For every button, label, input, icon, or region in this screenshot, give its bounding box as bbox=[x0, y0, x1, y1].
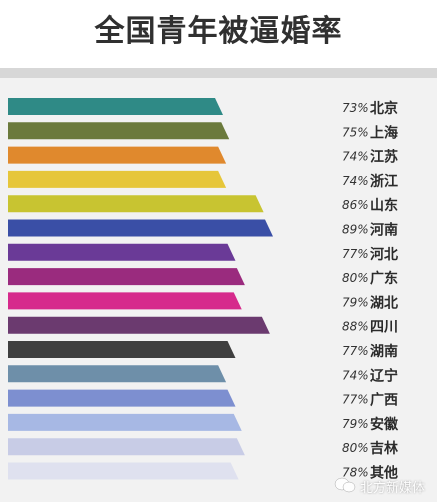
value-label: 86% bbox=[342, 198, 369, 212]
value-label: 74% bbox=[342, 174, 369, 188]
value-label: 80% bbox=[342, 441, 369, 455]
category-label: 浙江 bbox=[370, 173, 398, 190]
category-label: 上海 bbox=[370, 124, 398, 141]
category-label: 江苏 bbox=[370, 149, 398, 166]
category-label: 辽宁 bbox=[370, 367, 398, 384]
bar-上海 bbox=[8, 122, 230, 140]
header: 全国青年被逼婚率 bbox=[0, 0, 437, 68]
category-label: 广东 bbox=[370, 270, 398, 287]
value-label: 80% bbox=[342, 271, 369, 285]
category-label: 河北 bbox=[370, 246, 398, 263]
bar-山东 bbox=[8, 195, 264, 213]
bar-其他 bbox=[8, 462, 239, 480]
value-label: 75% bbox=[342, 125, 369, 139]
bar-河北 bbox=[8, 243, 236, 261]
category-label: 北京 bbox=[370, 100, 398, 117]
category-label: 河南 bbox=[370, 222, 398, 239]
bar-广西 bbox=[8, 389, 236, 407]
category-label: 四川 bbox=[370, 320, 398, 336]
category-label: 湖北 bbox=[370, 295, 398, 311]
bar-湖南 bbox=[8, 341, 236, 358]
category-label: 吉林 bbox=[370, 440, 398, 457]
category-label: 山东 bbox=[370, 197, 398, 214]
value-label: 77% bbox=[342, 393, 369, 407]
header-divider bbox=[0, 68, 437, 78]
wechat-icon bbox=[334, 477, 356, 495]
value-label: 78% bbox=[342, 466, 369, 480]
category-label: 其他 bbox=[370, 465, 398, 482]
bar-安徽 bbox=[8, 413, 242, 431]
watermark: 北方新媒体 bbox=[334, 477, 425, 496]
bar-四川 bbox=[8, 316, 270, 334]
value-label: 79% bbox=[342, 295, 369, 309]
bar-广东 bbox=[8, 268, 245, 286]
value-label: 77% bbox=[342, 344, 369, 358]
category-label: 广西 bbox=[370, 392, 398, 409]
value-label: 73% bbox=[342, 101, 369, 115]
value-label: 79% bbox=[342, 417, 369, 431]
bar-湖北 bbox=[8, 292, 242, 310]
bar-吉林 bbox=[8, 438, 245, 456]
watermark-text: 北方新媒体 bbox=[359, 481, 425, 496]
value-label: 89% bbox=[342, 223, 369, 237]
bar-辽宁 bbox=[8, 365, 227, 383]
chart-title: 全国青年被逼婚率 bbox=[94, 14, 343, 49]
chart-area: 73% 北京 75% 上海 74% 江苏 74% 浙江 86% 山东 89% 河南 77% 河北 80% 广东… bbox=[0, 78, 437, 502]
bar-北京 bbox=[8, 98, 223, 115]
category-label: 湖南 bbox=[370, 343, 398, 360]
value-label: 77% bbox=[342, 247, 369, 261]
value-label: 88% bbox=[342, 320, 369, 334]
value-label: 74% bbox=[342, 368, 369, 382]
value-label: 74% bbox=[342, 150, 369, 164]
category-label: 安徽 bbox=[370, 416, 399, 433]
bar-浙江 bbox=[8, 170, 227, 188]
bar-江苏 bbox=[8, 146, 227, 164]
bar-河南 bbox=[8, 219, 273, 237]
